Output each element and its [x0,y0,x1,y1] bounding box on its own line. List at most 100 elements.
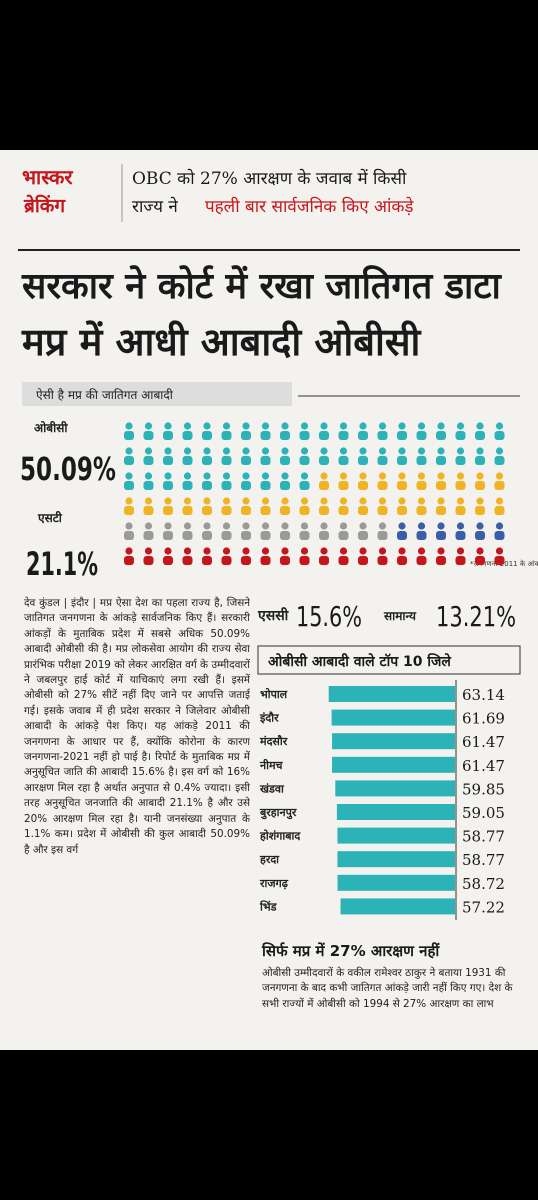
bar [337,851,455,868]
person-icon [320,472,328,480]
person-icon [338,456,349,465]
person-icon [339,547,348,555]
person-icon [221,556,232,565]
person-icon [359,472,367,480]
value-label: 61.47 [462,757,505,775]
person-icon [182,556,193,565]
value-label: 61.69 [462,710,505,728]
person-icon [299,531,310,540]
person-icon [124,506,134,515]
person-icon [281,447,289,455]
person-icon [143,456,154,465]
person-icon [203,547,211,555]
person-icon [475,431,485,440]
person-icon [163,506,173,515]
person-icon [182,431,193,440]
person-icon [300,472,309,480]
person-icon [436,531,446,540]
person-icon [437,472,445,480]
obc-value: 50.09% [20,450,116,488]
person-icon [398,472,406,480]
person-icon [378,547,387,555]
person-icon [164,472,172,480]
person-icon [300,447,309,455]
person-icon [437,422,445,430]
district-label: बुरहानपुर [259,806,297,820]
person-icon [299,556,310,565]
person-icon [495,422,504,430]
person-icon [494,481,505,490]
person-icon [222,497,231,505]
person-icon [398,547,406,555]
person-icon [358,506,368,515]
bar [328,686,455,702]
person-icon [261,522,270,530]
person-icon [182,531,193,540]
district-label: भिंड [259,899,278,913]
person-icon [183,547,192,555]
person-icon [416,481,427,490]
person-icon [436,431,446,440]
person-icon [203,497,211,505]
person-icon [280,481,290,490]
person-icon [143,481,154,490]
person-icon [319,431,329,440]
person-icon [143,531,154,540]
general-value: 13.21% [436,600,516,633]
person-icon [397,556,407,565]
person-icon [437,547,445,555]
person-icon [143,431,154,440]
person-icon [242,547,250,555]
person-icon [300,522,309,530]
person-icon [476,497,484,505]
person-icon [359,547,367,555]
person-icon [358,481,368,490]
person-icon [339,472,348,480]
person-icon [417,497,426,505]
person-icon [377,431,388,440]
person-icon [300,422,309,430]
person-icon [338,506,349,515]
person-icon [163,481,173,490]
obc-label: ओबीसी [34,421,68,435]
person-icon [299,431,310,440]
person-icon [378,522,387,530]
person-icon [455,506,466,515]
st-label: एसटी [37,511,63,525]
person-icon [494,456,505,465]
person-icon [416,456,427,465]
chart-title: ओबीसी आबादी वाले टॉप 10 जिले [268,653,451,670]
person-icon [202,506,212,515]
district-label: इंदौर [259,711,279,725]
person-icon [339,447,348,455]
person-icon [455,531,466,540]
person-icon [455,431,466,440]
person-icon [280,456,290,465]
person-icon [320,497,328,505]
district-label: राजगढ़ [259,877,289,890]
person-icon [260,481,271,490]
bar [335,780,455,797]
chart-title-box [257,645,521,675]
person-icon [456,522,465,530]
person-icon [436,456,446,465]
side-heading: सिर्फ मप्र में 27% आरक्षण नहीं [261,942,440,960]
person-icon [202,431,212,440]
person-icon [338,531,349,540]
person-icon [221,531,232,540]
district-label: नीमच [259,758,284,772]
person-icon [300,497,309,505]
person-icon [182,456,193,465]
person-icon [417,522,426,530]
person-icon [437,522,445,530]
person-icon [241,456,251,465]
person-icon [475,556,485,565]
person-icon [182,506,193,515]
person-icon [144,547,153,555]
person-icon [475,456,485,465]
person-icon [398,447,406,455]
person-icon [320,522,328,530]
person-icon [203,472,211,480]
person-icon [378,422,387,430]
bar [337,827,455,844]
